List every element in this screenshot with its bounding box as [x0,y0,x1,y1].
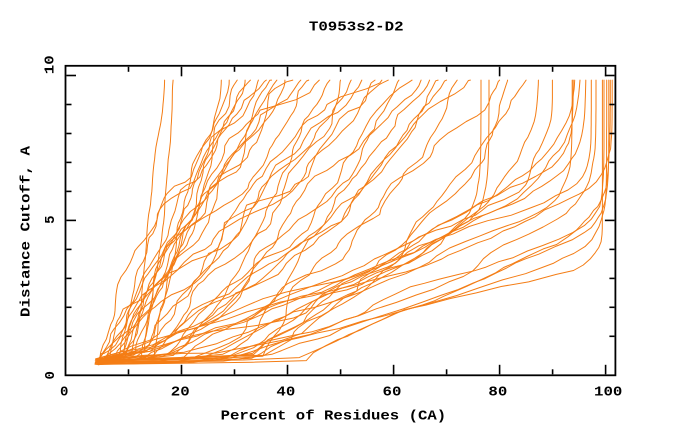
svg-text:0: 0 [43,371,59,379]
svg-text:Percent of Residues (CA): Percent of Residues (CA) [221,409,447,425]
svg-text:60: 60 [383,384,402,400]
svg-text:80: 80 [488,384,507,400]
svg-text:Distance Cutoff, A: Distance Cutoff, A [19,145,35,317]
svg-text:10: 10 [43,55,59,74]
svg-text:40: 40 [276,384,295,400]
svg-text:0: 0 [60,384,68,400]
svg-text:100: 100 [594,384,622,400]
svg-text:T0953s2-D2: T0953s2-D2 [309,20,404,36]
svg-text:20: 20 [171,384,190,400]
svg-text:5: 5 [43,215,59,223]
